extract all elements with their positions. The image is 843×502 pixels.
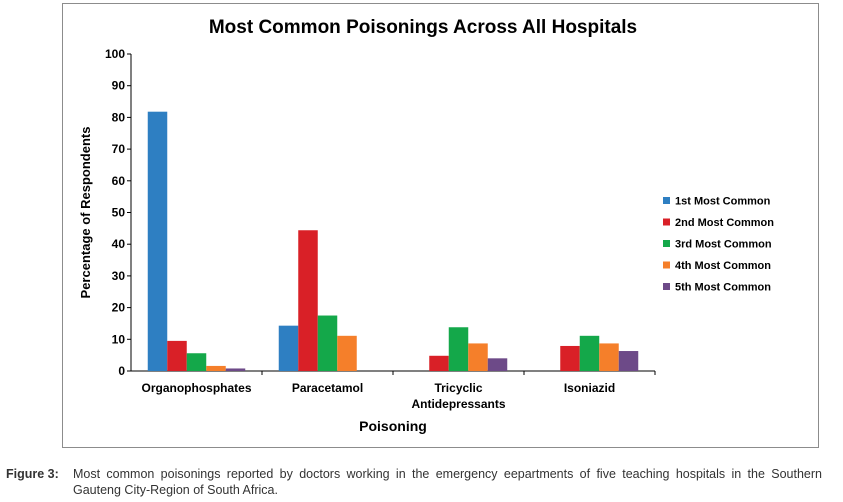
x-tick-label: Antidepressants (411, 397, 505, 411)
bar (337, 335, 357, 371)
legend-swatch (663, 261, 670, 269)
bar (206, 365, 226, 371)
bar (147, 111, 168, 371)
chart-frame: Most Common Poisonings Across All Hospit… (62, 3, 819, 448)
bar (429, 355, 449, 371)
y-tick-label: 0 (118, 364, 125, 378)
y-tick-label: 20 (112, 301, 126, 315)
y-tick-label: 30 (112, 269, 126, 283)
legend-label: 1st Most Common (675, 196, 771, 208)
bar (167, 340, 187, 371)
bar (487, 358, 508, 371)
bar (225, 368, 246, 371)
x-tick-label: Tricyclic (434, 381, 482, 395)
chart-title: Most Common Poisonings Across All Hospit… (209, 17, 637, 38)
legend-label: 3rd Most Common (675, 239, 772, 251)
x-tick-label: Organophosphates (141, 381, 251, 395)
legend-label: 5th Most Common (675, 282, 771, 294)
bar (298, 230, 318, 371)
bar (278, 325, 299, 371)
y-tick-label: 10 (112, 332, 126, 346)
bar (618, 351, 639, 371)
bar (599, 343, 619, 371)
bar (579, 335, 600, 371)
legend-label: 4th Most Common (675, 260, 771, 272)
y-tick-label: 70 (112, 142, 126, 156)
y-tick-label: 100 (105, 47, 125, 61)
y-tick-label: 60 (112, 174, 126, 188)
y-tick-label: 50 (112, 206, 126, 220)
bar (468, 343, 488, 371)
y-tick-label: 90 (112, 79, 126, 93)
x-axis-label: Poisoning (359, 418, 427, 434)
legend-swatch (663, 240, 670, 247)
caption-label: Figure 3: (6, 467, 59, 481)
caption-text: Most common poisonings reported by docto… (73, 467, 822, 497)
bar (186, 353, 207, 371)
legend-swatch (663, 197, 670, 204)
bar-chart: Most Common Poisonings Across All Hospit… (78, 17, 774, 434)
bar (317, 315, 338, 371)
legend-swatch (663, 283, 670, 290)
legend-label: 2nd Most Common (675, 217, 774, 229)
y-tick-label: 40 (112, 237, 126, 251)
x-tick-label: Isoniazid (564, 381, 615, 395)
bar (560, 345, 580, 371)
bar (448, 327, 469, 371)
y-tick-label: 80 (112, 110, 126, 124)
x-tick-label: Paracetamol (292, 381, 363, 395)
legend-swatch (663, 218, 670, 226)
y-axis-label: Percentage of Respondents (78, 127, 93, 299)
